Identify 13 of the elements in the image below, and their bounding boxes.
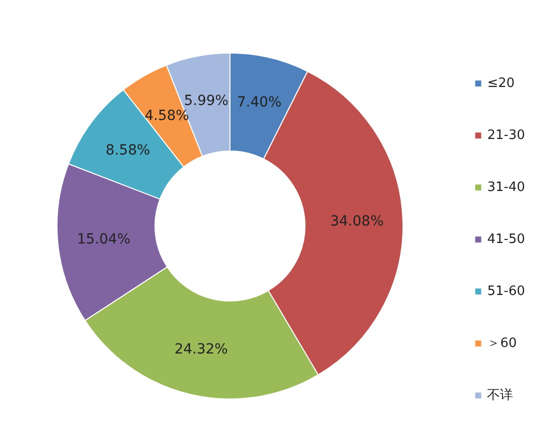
legend-label: 31-40 [487, 180, 526, 195]
legend-label: 51-60 [487, 284, 526, 299]
legend-label: 41-50 [487, 232, 526, 247]
data-label: 7.40% [237, 94, 282, 110]
legend-label: ≤20 [487, 76, 515, 91]
data-label: 24.32% [174, 342, 228, 358]
legend-label: ＞60 [487, 336, 517, 351]
data-label: 8.58% [106, 142, 150, 158]
data-label: 34.08% [330, 214, 384, 230]
data-label: 5.99% [184, 93, 228, 110]
legend-label: 不详 [487, 388, 514, 403]
legend-label: 21-30 [487, 128, 526, 143]
data-label: 15.04% [77, 231, 130, 248]
